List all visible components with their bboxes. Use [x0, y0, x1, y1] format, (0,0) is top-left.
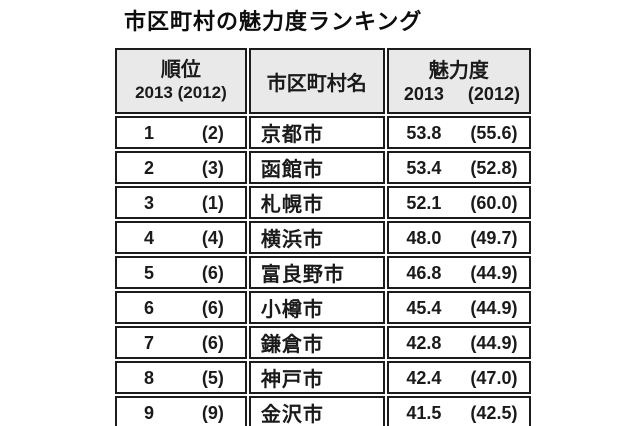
score-2013: 42.4	[406, 367, 442, 388]
score-2013: 52.1	[406, 192, 442, 213]
score-cell: 46.8 (44.9)	[386, 256, 531, 289]
header-score: 魅力度 2013 (2012)	[386, 48, 531, 114]
score-2012: (44.9)	[470, 262, 518, 283]
city-name: 鎌倉市	[248, 326, 385, 359]
score-2013: 48.0	[406, 227, 442, 248]
score-cell: 41.5 (42.5)	[386, 396, 531, 426]
score-cell: 48.0 (49.7)	[386, 221, 531, 254]
page-title: 市区町村の魅力度ランキング	[124, 9, 423, 34]
score-2013: 42.8	[406, 332, 442, 353]
rank-2013: 2	[143, 157, 154, 178]
rank-cell: 2 (3)	[115, 151, 247, 184]
rank-cell: 8 (5)	[115, 361, 247, 394]
score-2012: (44.9)	[470, 297, 518, 318]
header-name-label: 市区町村名	[266, 72, 367, 95]
header-name: 市区町村名	[248, 48, 385, 114]
rank-cell: 1 (2)	[115, 116, 247, 149]
rank-2013: 7	[143, 332, 154, 353]
rank-cell: 3 (1)	[115, 186, 247, 219]
table-row: 6 (6) 小樽市 45.4 (44.9)	[115, 291, 531, 324]
score-cell: 42.4 (47.0)	[386, 361, 531, 394]
rank-2013: 3	[143, 192, 154, 213]
rank-cell: 6 (6)	[115, 291, 247, 324]
score-2012: (52.8)	[470, 157, 518, 178]
rank-2013: 8	[143, 367, 154, 388]
score-2013: 45.4	[406, 297, 442, 318]
rank-2012: (1)	[201, 192, 224, 213]
rank-cell: 7 (6)	[115, 326, 247, 359]
rank-2012: (5)	[201, 367, 224, 388]
rank-2013: 1	[143, 122, 154, 143]
score-2012: (49.7)	[470, 227, 518, 248]
city-name: 横浜市	[248, 221, 385, 254]
rank-2012: (6)	[201, 297, 224, 318]
rank-2012: (4)	[201, 227, 224, 248]
header-score-label: 魅力度	[428, 59, 489, 82]
ranking-table: 順位 2013 (2012) 市区町村名 魅力度 2013 (2012)	[113, 46, 533, 426]
score-2012: (47.0)	[470, 367, 518, 388]
city-name: 函館市	[248, 151, 385, 184]
table-row: 9 (9) 金沢市 41.5 (42.5)	[115, 396, 531, 426]
rank-2013: 4	[143, 227, 154, 248]
rank-2012: (3)	[201, 157, 224, 178]
header-rank-label: 順位	[160, 59, 201, 82]
score-cell: 53.8 (55.6)	[386, 116, 531, 149]
rank-2012: (6)	[201, 332, 224, 353]
rank-cell: 5 (6)	[115, 256, 247, 289]
rank-cell: 4 (4)	[115, 221, 247, 254]
score-2012: (60.0)	[470, 192, 518, 213]
header-score-sub-2013: 2013	[403, 83, 444, 104]
table-row: 1 (2) 京都市 53.8 (55.6)	[115, 116, 531, 149]
score-2012: (42.5)	[470, 402, 518, 423]
score-2013: 53.8	[406, 122, 442, 143]
rank-2013: 6	[143, 297, 154, 318]
header-rank-sub: 2013 (2012)	[135, 83, 227, 103]
header-row: 順位 2013 (2012) 市区町村名 魅力度 2013 (2012)	[115, 48, 531, 114]
rank-2013: 5	[143, 262, 154, 283]
rank-2012: (2)	[201, 122, 224, 143]
header-score-sub-2012: (2012)	[467, 83, 520, 104]
header-rank: 順位 2013 (2012)	[115, 48, 247, 114]
score-2012: (55.6)	[470, 122, 518, 143]
table-row: 3 (1) 札幌市 52.1 (60.0)	[115, 186, 531, 219]
table-row: 7 (6) 鎌倉市 42.8 (44.9)	[115, 326, 531, 359]
table-row: 2 (3) 函館市 53.4 (52.8)	[115, 151, 531, 184]
rank-2012: (9)	[201, 402, 224, 423]
city-name: 小樽市	[248, 291, 385, 324]
table-row: 8 (5) 神戸市 42.4 (47.0)	[115, 361, 531, 394]
table-header: 順位 2013 (2012) 市区町村名 魅力度 2013 (2012)	[115, 48, 531, 114]
score-cell: 42.8 (44.9)	[386, 326, 531, 359]
city-name: 京都市	[248, 116, 385, 149]
score-cell: 52.1 (60.0)	[386, 186, 531, 219]
score-2012: (44.9)	[470, 332, 518, 353]
rank-2012: (6)	[201, 262, 224, 283]
table-row: 5 (6) 富良野市 46.8 (44.9)	[115, 256, 531, 289]
city-name: 富良野市	[248, 256, 385, 289]
table-body: 1 (2) 京都市 53.8 (55.6) 2 (3) 函館市 53.4 (52…	[115, 116, 531, 426]
city-name: 金沢市	[248, 396, 385, 426]
score-cell: 53.4 (52.8)	[386, 151, 531, 184]
city-name: 札幌市	[248, 186, 385, 219]
score-2013: 53.4	[406, 157, 442, 178]
score-2013: 41.5	[406, 402, 442, 423]
rank-2013: 9	[143, 402, 154, 423]
city-name: 神戸市	[248, 361, 385, 394]
header-score-sub: 2013 (2012)	[389, 85, 529, 103]
score-cell: 45.4 (44.9)	[386, 291, 531, 324]
score-2013: 46.8	[406, 262, 442, 283]
table-row: 4 (4) 横浜市 48.0 (49.7)	[115, 221, 531, 254]
rank-cell: 9 (9)	[115, 396, 247, 426]
